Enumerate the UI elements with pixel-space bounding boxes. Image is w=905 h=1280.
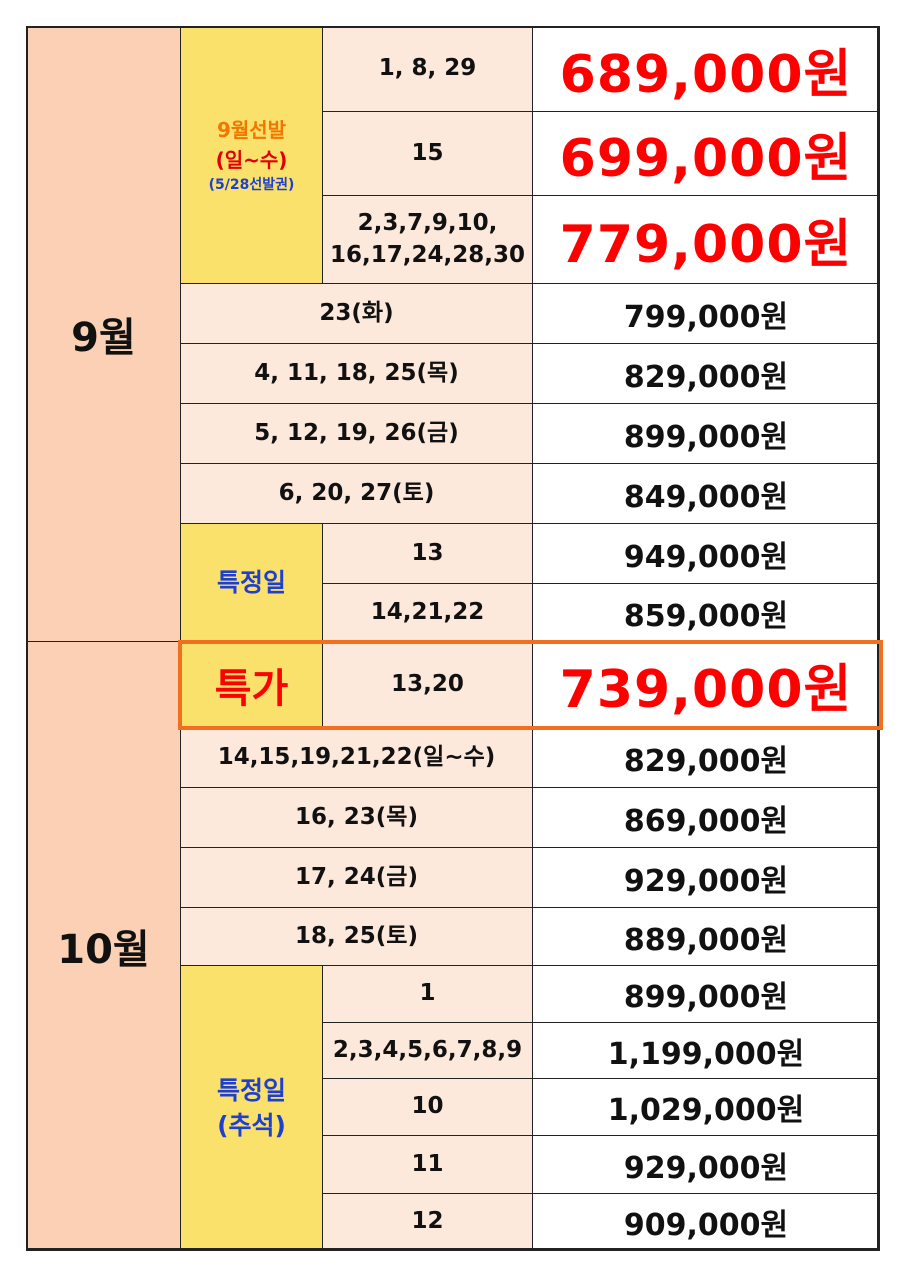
price: 829,000원 [532, 727, 880, 788]
price: 899,000원 [532, 965, 880, 1023]
special-label: 특정일 [180, 523, 323, 642]
price: 1,199,000원 [532, 1022, 880, 1079]
early-days: (일~수) [215, 147, 288, 172]
dates: 13,20 [322, 641, 533, 728]
dates: 17, 24(금) [180, 847, 533, 908]
early-note: (5/28선발권) [208, 176, 295, 193]
dates: 11 [322, 1135, 533, 1194]
table-frame [26, 26, 879, 1250]
price: 779,000원 [532, 195, 880, 284]
special-label: 특정일 (추석) [180, 965, 323, 1251]
dates: 13 [322, 523, 533, 584]
early-title: 9월선발 [216, 117, 287, 142]
deal-label: 특가 [180, 641, 323, 728]
dates: 4, 11, 18, 25(목) [180, 343, 533, 404]
special-note: (추석) [217, 1111, 286, 1140]
price: 829,000원 [532, 343, 880, 404]
dates: 2,3,7,9,10, 16,17,24,28,30 [322, 195, 533, 284]
dates: 23(화) [180, 283, 533, 344]
dates: 2,3,4,5,6,7,8,9 [322, 1022, 533, 1079]
price: 929,000원 [532, 847, 880, 908]
special-title: 특정일 [216, 568, 286, 597]
price: 949,000원 [532, 523, 880, 584]
dates: 16, 23(목) [180, 787, 533, 848]
dates: 5, 12, 19, 26(금) [180, 403, 533, 464]
dates: 12 [322, 1193, 533, 1251]
dates: 15 [322, 111, 533, 196]
price: 899,000원 [532, 403, 880, 464]
dates: 18, 25(토) [180, 907, 533, 966]
price: 849,000원 [532, 463, 880, 524]
dates: 1 [322, 965, 533, 1023]
price: 889,000원 [532, 907, 880, 966]
deal-highlight [178, 640, 883, 730]
dates: 14,21,22 [322, 583, 533, 642]
price: 859,000원 [532, 583, 880, 642]
price: 689,000원 [532, 26, 880, 112]
price: 909,000원 [532, 1193, 880, 1251]
special-title: 특정일 [216, 1076, 286, 1105]
month: 9월 [26, 26, 181, 642]
price: 1,029,000원 [532, 1078, 880, 1136]
price: 699,000원 [532, 111, 880, 196]
